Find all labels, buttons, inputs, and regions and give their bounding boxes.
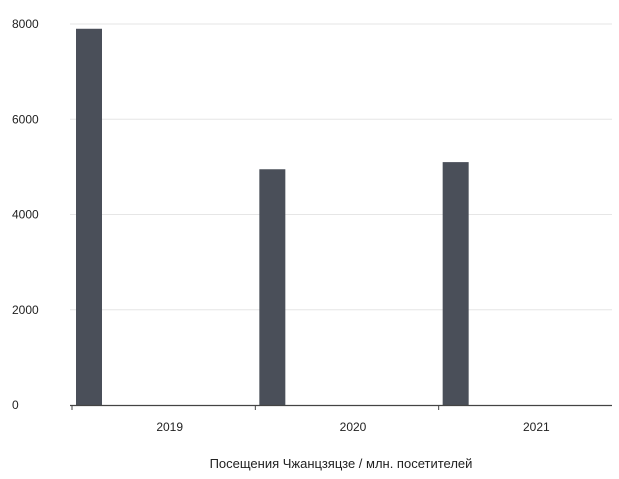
x-tick-label: 2020 <box>340 420 367 434</box>
y-axis-ticks: 0 2000 4000 6000 8000 <box>12 17 39 412</box>
x-tick-label: 2019 <box>156 420 183 434</box>
y-tick-label: 0 <box>12 398 19 412</box>
bar-2019 <box>76 28 102 405</box>
gridlines <box>70 23 612 311</box>
bars <box>76 28 469 405</box>
x-axis-title: Посещения Чжанцзяцзе / млн. посетителей <box>210 456 473 471</box>
y-tick-label: 4000 <box>12 208 39 222</box>
y-tick-label: 8000 <box>12 17 39 31</box>
y-tick-label: 6000 <box>12 112 39 126</box>
x-axis-ticks: 2019 2020 2021 <box>71 405 550 434</box>
y-tick-label: 2000 <box>12 303 39 317</box>
x-tick-label: 2021 <box>523 420 550 434</box>
bar-2021 <box>442 162 469 405</box>
bar-2020 <box>259 169 286 405</box>
